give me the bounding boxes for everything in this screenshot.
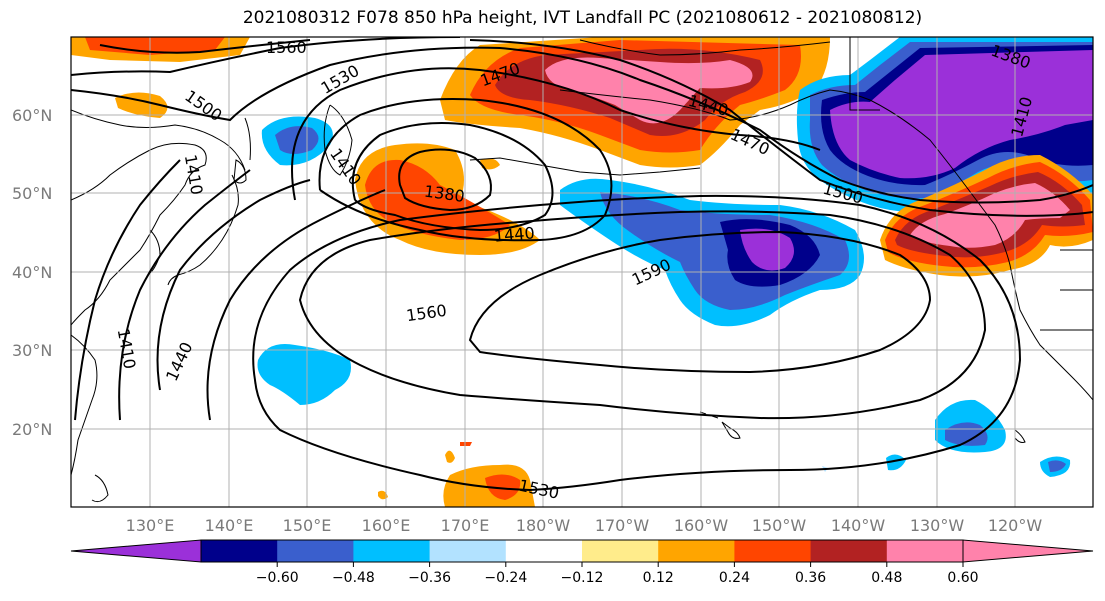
latitude-labels: 60°N 50°N 40°N 30°N 20°N xyxy=(12,106,52,439)
map-panel: 1560 1530 1470 1500 1440 1410 1410 1380 … xyxy=(71,37,1093,507)
contour-label: 1560 xyxy=(266,38,307,57)
colorbar-tick-label: 0.12 xyxy=(643,570,674,586)
colorbar-bin xyxy=(277,540,354,562)
map-title: 2021080312 F078 850 hPa height, IVT Land… xyxy=(242,8,923,28)
lon-label: 170°E xyxy=(441,516,490,535)
colorbar-tick-label: −0.12 xyxy=(561,570,604,586)
lat-label: 60°N xyxy=(12,106,52,125)
lon-label: 140°E xyxy=(205,516,254,535)
colorbar-tick-label: 0.36 xyxy=(795,570,826,586)
colorbar-bin xyxy=(429,540,507,562)
lon-label: 140°W xyxy=(831,516,886,535)
lat-label: 40°N xyxy=(12,263,52,282)
colorbar-bin xyxy=(505,540,583,562)
colorbar-bin xyxy=(734,540,812,562)
lon-label: 150°W xyxy=(752,516,807,535)
colorbar-tick-label: 0.24 xyxy=(719,570,750,586)
colorbar-bin xyxy=(886,540,964,562)
colorbar-bin xyxy=(810,540,888,562)
lon-label: 160°W xyxy=(674,516,729,535)
lon-label: 130°E xyxy=(126,516,175,535)
lon-label: 170°W xyxy=(595,516,650,535)
colorbar: −0.60 −0.48 −0.36 −0.24 −0.12 0.12 0.24 0.36 0.4… xyxy=(70,539,1094,586)
colorbar-tick-label: −0.36 xyxy=(408,570,451,586)
lon-label: 150°E xyxy=(283,516,332,535)
colorbar-bin xyxy=(201,540,278,562)
contour-label: 1440 xyxy=(493,223,535,245)
colorbar-extend-max xyxy=(962,539,1094,563)
gridlines xyxy=(71,37,1093,507)
colorbar-extend-min xyxy=(70,539,202,563)
colorbar-tick-label: −0.48 xyxy=(332,570,375,586)
map-frame xyxy=(70,36,1094,508)
lon-label: 130°W xyxy=(910,516,965,535)
longitude-labels: 130°E 140°E 150°E 160°E 170°E 180°W 170°… xyxy=(126,516,1043,535)
colorbar-bin xyxy=(582,540,659,562)
lat-label: 30°N xyxy=(12,341,52,360)
lat-label: 20°N xyxy=(12,420,52,439)
lon-label: 120°W xyxy=(988,516,1043,535)
colorbar-bin xyxy=(353,540,431,562)
lon-label: 160°E xyxy=(362,516,411,535)
lon-label: 180°W xyxy=(516,516,571,535)
colorbar-tick-label: 0.60 xyxy=(947,570,978,586)
height-contours xyxy=(71,37,1093,492)
colorbar-tick-label: −0.24 xyxy=(484,570,527,586)
colorbar-tick-label: −0.60 xyxy=(256,570,299,586)
lat-label: 50°N xyxy=(12,184,52,203)
colorbar-tick-label: 0.48 xyxy=(871,570,902,586)
colorbar-bin xyxy=(658,540,735,562)
